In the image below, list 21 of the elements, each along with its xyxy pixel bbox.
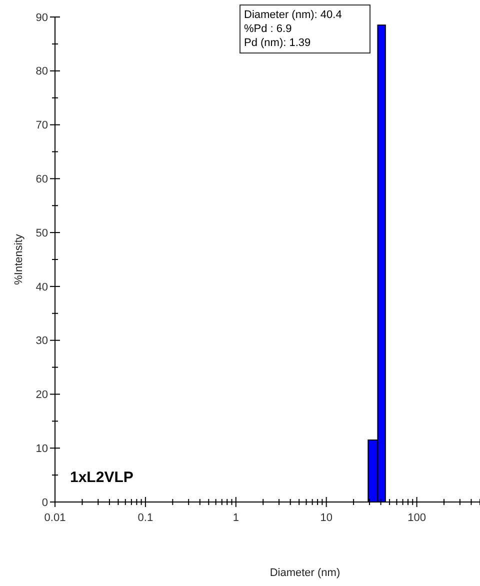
- y-tick-label: 80: [36, 66, 48, 78]
- y-axis-title: %Intensity: [13, 234, 25, 285]
- y-tick-label: 40: [36, 281, 48, 294]
- x-tick-label: 100: [408, 512, 426, 524]
- y-tick-label: 60: [36, 174, 48, 186]
- y-tick-label: 90: [36, 12, 48, 24]
- x-tick-label: 1: [232, 512, 239, 524]
- y-tick-label: 70: [36, 120, 48, 132]
- annotation: 1xL2VLP: [70, 469, 134, 486]
- y-tick-label: 20: [36, 389, 48, 402]
- y-tick-label: 30: [36, 335, 48, 348]
- x-axis-title: Diameter (nm): [270, 567, 340, 579]
- x-tick-label: 0.01: [44, 512, 66, 524]
- x-tick-label: 10: [320, 512, 332, 524]
- y-tick-label: 10: [36, 442, 48, 455]
- y-tick-label: 50: [36, 227, 48, 240]
- annotation: Pd (nm): 1.39: [244, 37, 311, 49]
- annotation: Diameter (nm): 40.4: [244, 9, 342, 21]
- x-tick-label: 0.1: [138, 512, 154, 524]
- annotation: %Pd : 6.9: [244, 23, 292, 35]
- y-tick-label: 0: [42, 496, 48, 509]
